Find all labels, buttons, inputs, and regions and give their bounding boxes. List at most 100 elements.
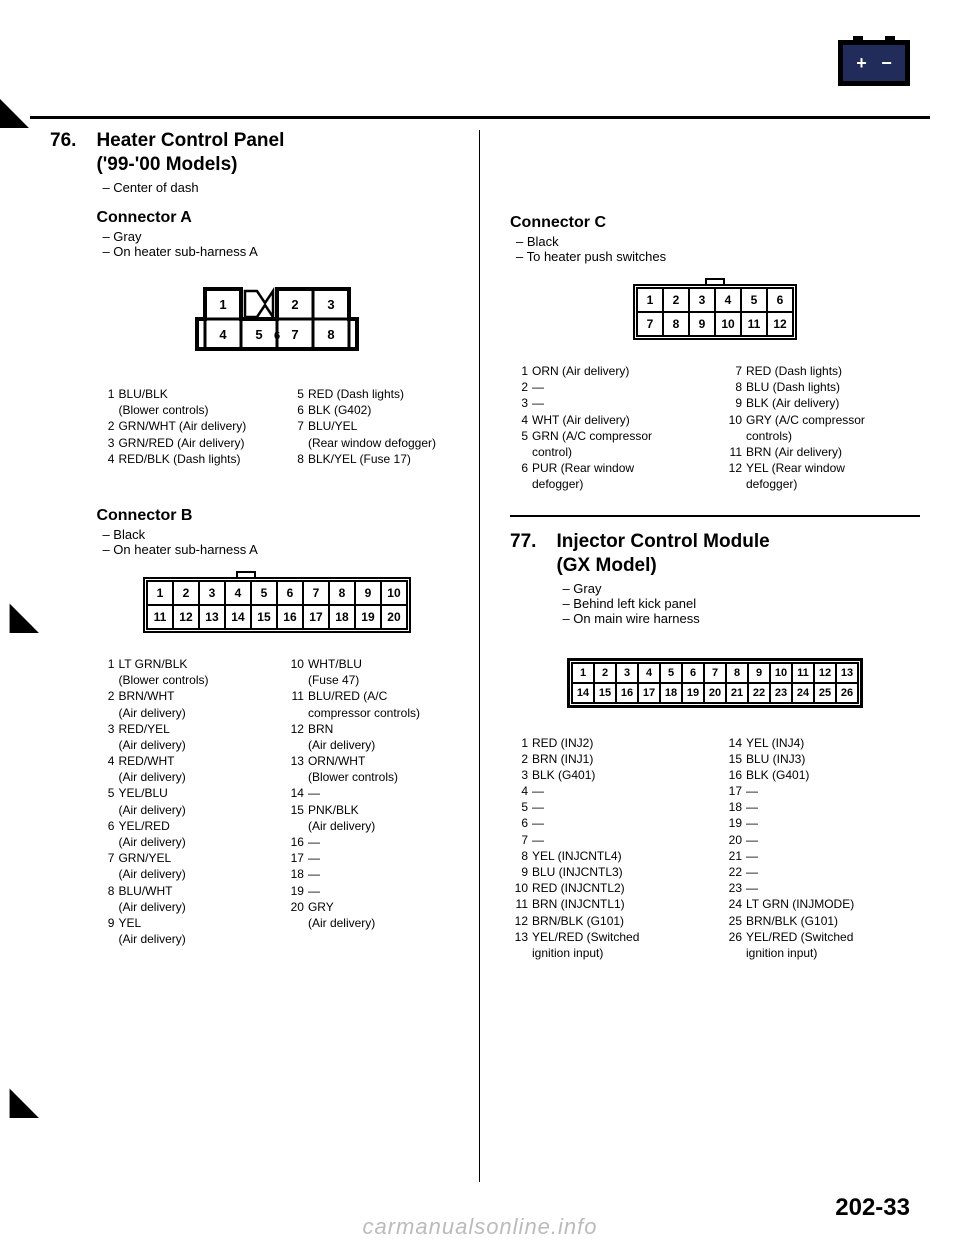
pin-label: BLU/RED (A/C — [308, 688, 387, 704]
pin-sublabel: compressor controls) — [308, 705, 458, 721]
pin-label: — — [746, 848, 758, 864]
pin-number: 3 — [96, 435, 114, 451]
pin-label: — — [746, 815, 758, 831]
pin-label: — — [746, 880, 758, 896]
pin-number: 6 — [510, 815, 528, 831]
bullet: – On main wire harness — [562, 611, 918, 626]
pin-sublabel: (Air delivery) — [118, 931, 268, 947]
pin-number: 6 — [510, 460, 528, 476]
pin-number: 3 — [510, 767, 528, 783]
pin-row: 11BRN (Air delivery) — [724, 444, 920, 460]
pin-number: 24 — [724, 896, 742, 912]
pin-number: 2 — [96, 418, 114, 434]
pin-label: BRN (Air delivery) — [746, 444, 842, 460]
pin-label: BLU/BLK — [118, 386, 167, 402]
connector-pin: 4 — [225, 581, 251, 605]
pin-row: 18— — [286, 866, 458, 882]
pin-row: 8BLK/YEL (Fuse 17) — [286, 451, 458, 467]
pin-row: 12BRN/BLK (G101) — [510, 913, 706, 929]
pin-number: 26 — [724, 929, 742, 945]
right-column: Connector C – Black – To heater push swi… — [480, 130, 920, 1182]
pin-row: 1BLU/BLK — [96, 386, 268, 402]
pin-label: YEL (INJCNTL4) — [532, 848, 622, 864]
connector-pin: 15 — [251, 605, 277, 629]
left-column: 76. Heater Control Panel ('99-'00 Models… — [40, 130, 480, 1182]
bullet: – Gray — [562, 581, 918, 596]
pin-label: BLK (G401) — [532, 767, 595, 783]
connector-pin: 9 — [748, 663, 770, 683]
pin-label: BLK (G401) — [746, 767, 809, 783]
pin-row: 19— — [286, 883, 458, 899]
connector-pin: 7 — [637, 312, 663, 336]
connector-pin: 4 — [715, 288, 741, 312]
pin-label: RED/WHT — [118, 753, 174, 769]
pin-number: 9 — [96, 915, 114, 931]
pin-label: BLK/YEL (Fuse 17) — [308, 451, 411, 467]
pin-label: YEL/RED (Switched — [746, 929, 853, 945]
pin-row: 16BLK (G401) — [724, 767, 920, 783]
connector-info: – Black – To heater push switches — [516, 234, 920, 264]
connector-pin: 5 — [741, 288, 767, 312]
pin-sublabel: ignition input) — [532, 945, 706, 961]
pin-row: 22— — [724, 864, 920, 880]
pin-number: 1 — [510, 735, 528, 751]
pin-row: 10WHT/BLU — [286, 656, 458, 672]
plus-icon: + — [856, 53, 867, 74]
pin-number: 11 — [286, 688, 304, 704]
pin-row: 25BRN/BLK (G101) — [724, 913, 920, 929]
pin-sublabel: (Air delivery) — [308, 915, 458, 931]
pin-sublabel: defogger) — [532, 476, 706, 492]
connector-pin: 14 — [572, 683, 594, 703]
pin-row: 3BLK (G401) — [510, 767, 706, 783]
pin-number: 23 — [724, 880, 742, 896]
pin-number: 4 — [510, 783, 528, 799]
pin-label: RED (Dash lights) — [746, 363, 842, 379]
pin-number: 15 — [724, 751, 742, 767]
pin-label: WHT/BLU — [308, 656, 362, 672]
connector-pin: 18 — [329, 605, 355, 629]
connector-pin: 1 — [572, 663, 594, 683]
pin-label: BLK (G402) — [308, 402, 371, 418]
pin-row: 17— — [286, 850, 458, 866]
pin-label: — — [746, 799, 758, 815]
bullet: – On heater sub-harness A — [102, 244, 457, 259]
pin-row: 13ORN/WHT — [286, 753, 458, 769]
pin-label: — — [308, 834, 320, 850]
pin-sublabel: (Air delivery) — [118, 899, 268, 915]
pin-row: 1LT GRN/BLK — [96, 656, 268, 672]
connector-title: Connector C — [510, 214, 920, 232]
pin-number: 1 — [96, 386, 114, 402]
pin-list: 1ORN (Air delivery)2—3—4WHT (Air deliver… — [510, 363, 920, 493]
pin-number: 5 — [510, 799, 528, 815]
pin-row: 9BLU (INJCNTL3) — [510, 864, 706, 880]
pin-number: 3 — [96, 721, 114, 737]
pin-number: 1 — [96, 656, 114, 672]
pin-number: 19 — [286, 883, 304, 899]
pin-number: 9 — [510, 864, 528, 880]
pin-row: 20GRY — [286, 899, 458, 915]
pin-number: 7 — [510, 832, 528, 848]
pin-sublabel: (Air delivery) — [118, 802, 268, 818]
pin-sublabel: (Blower controls) — [308, 769, 458, 785]
pin-label: GRN (A/C compressor — [532, 428, 652, 444]
pin-row: 14YEL (INJ4) — [724, 735, 920, 751]
pin-row: 15BLU (INJ3) — [724, 751, 920, 767]
pin-number: 4 — [96, 451, 114, 467]
pin-row: 4RED/BLK (Dash lights) — [96, 451, 268, 467]
pin-number: 25 — [724, 913, 742, 929]
pin-label: PUR (Rear window — [532, 460, 634, 476]
pin-number: 21 — [724, 848, 742, 864]
pin-label: GRN/YEL — [118, 850, 171, 866]
pin-number: 5 — [510, 428, 528, 444]
connector-pin: 13 — [199, 605, 225, 629]
bullet: – On heater sub-harness A — [102, 542, 457, 557]
pin-row: 15PNK/BLK — [286, 802, 458, 818]
pin-label: — — [532, 799, 544, 815]
top-divider — [30, 116, 930, 119]
connector-pin: 16 — [616, 683, 638, 703]
pin-label: PNK/BLK — [308, 802, 359, 818]
pin-sublabel: (Rear window defogger) — [308, 435, 458, 451]
pin-label: BLU/WHT — [118, 883, 172, 899]
pin-label: GRN/RED (Air delivery) — [118, 435, 244, 451]
pin-list: 1RED (INJ2)2BRN (INJ1)3BLK (G401)4—5—6—7… — [510, 735, 920, 962]
